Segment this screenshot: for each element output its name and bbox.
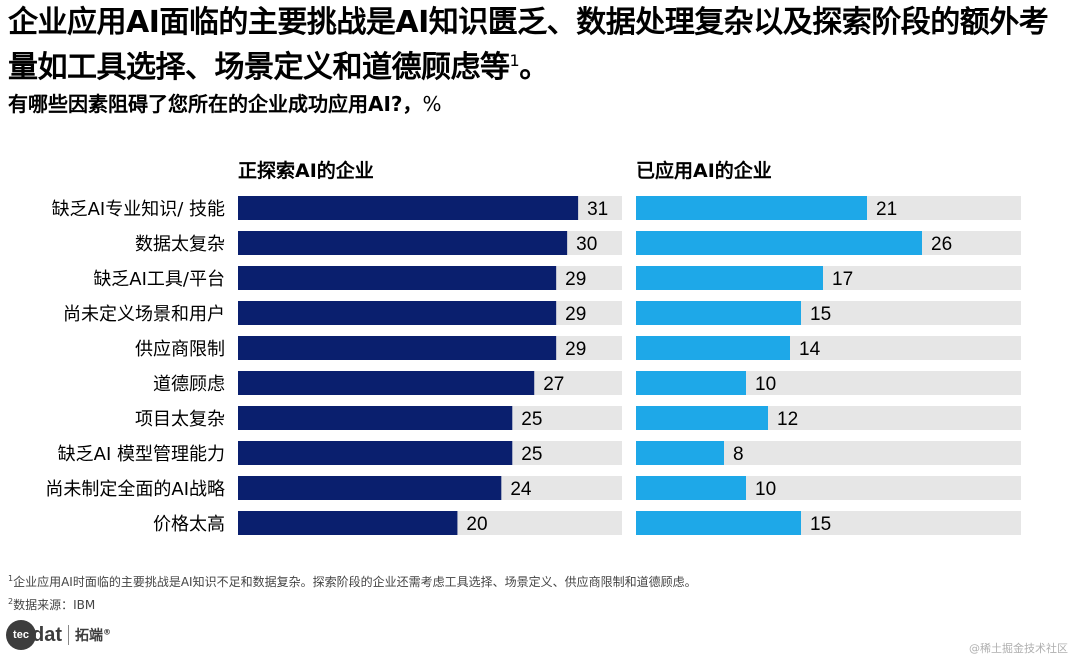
bar: [636, 301, 801, 325]
data-label: 20: [466, 514, 487, 535]
category-label: 数据太复杂: [135, 234, 225, 255]
bar: [636, 371, 746, 395]
data-label: 29: [565, 304, 586, 325]
data-label: 8: [733, 444, 744, 465]
tecdat-logo: tec dat 拓端®: [6, 620, 111, 650]
bar: [238, 196, 579, 220]
data-label: 10: [755, 479, 776, 500]
bar: [636, 336, 790, 360]
category-label: 缺乏AI 模型管理能力: [58, 444, 225, 465]
panel-title-exploring: 正探索AI的企业: [238, 160, 374, 182]
category-label: 道德顾虑: [153, 374, 225, 395]
logo-cn: 拓端®: [75, 627, 111, 644]
watermark: @稀土掘金技术社区: [969, 642, 1068, 655]
panel-title-deployed: 已应用AI的企业: [636, 160, 772, 182]
footnote-2: 2数据来源：IBM: [8, 597, 96, 612]
bar: [238, 441, 513, 465]
data-label: 15: [810, 304, 831, 325]
bar: [636, 266, 823, 290]
data-label: 24: [510, 479, 532, 500]
bar: [636, 441, 724, 465]
logo-circle: tec: [6, 620, 36, 650]
footnotes: 1企业应用AI时面临的主要挑战是AI知识不足和数据复杂。探索阶段的企业还需考虑工…: [8, 569, 697, 615]
bar: [238, 231, 568, 255]
data-label: 12: [777, 409, 798, 430]
bar: [636, 196, 867, 220]
data-label: 15: [810, 514, 831, 535]
bar: [636, 231, 922, 255]
category-label: 缺乏AI工具/平台: [93, 269, 225, 290]
bar: [636, 476, 746, 500]
chart-subtitle: 有哪些因素阻碍了您所在的企业成功应用AI?，%: [8, 92, 442, 116]
data-label: 31: [587, 199, 608, 220]
data-label: 29: [565, 339, 586, 360]
category-label: 缺乏AI专业知识/ 技能: [52, 199, 225, 220]
bar: [636, 406, 768, 430]
category-label: 尚未制定全面的AI战略: [45, 479, 225, 500]
data-label: 10: [755, 374, 776, 395]
bar-chart: 缺乏AI专业知识/ 技能 31 21 数据太复杂 30 26 缺乏AI工具/平台 29 17 尚未…: [45, 196, 1021, 535]
title-footnote-mark: 1: [509, 51, 520, 70]
data-label: 14: [799, 339, 821, 360]
category-label: 供应商限制: [135, 339, 225, 360]
bar: [238, 511, 458, 535]
bar: [238, 371, 535, 395]
logo-divider: [68, 625, 69, 645]
chart-title: 企业应用AI面临的主要挑战是AI知识匮乏、数据处理复杂以及探索阶段的额外考量如工…: [8, 5, 1049, 85]
bar: [636, 511, 801, 535]
category-label: 尚未定义场景和用户: [63, 304, 225, 325]
category-label: 项目太复杂: [135, 409, 225, 430]
data-label: 26: [931, 234, 952, 255]
bar: [238, 476, 502, 500]
data-label: 30: [576, 234, 597, 255]
data-label: 17: [832, 269, 853, 290]
data-label: 25: [521, 409, 542, 430]
footnote-1: 1企业应用AI时面临的主要挑战是AI知识不足和数据复杂。探索阶段的企业还需考虑工…: [8, 574, 697, 589]
data-label: 21: [876, 199, 897, 220]
bar: [238, 301, 557, 325]
data-label: 29: [565, 269, 586, 290]
logo-wordmark: dat: [32, 623, 62, 646]
bar: [238, 336, 557, 360]
bar: [238, 406, 513, 430]
bar: [238, 266, 557, 290]
data-label: 27: [543, 374, 564, 395]
category-label: 价格太高: [153, 514, 225, 535]
data-label: 25: [521, 444, 542, 465]
